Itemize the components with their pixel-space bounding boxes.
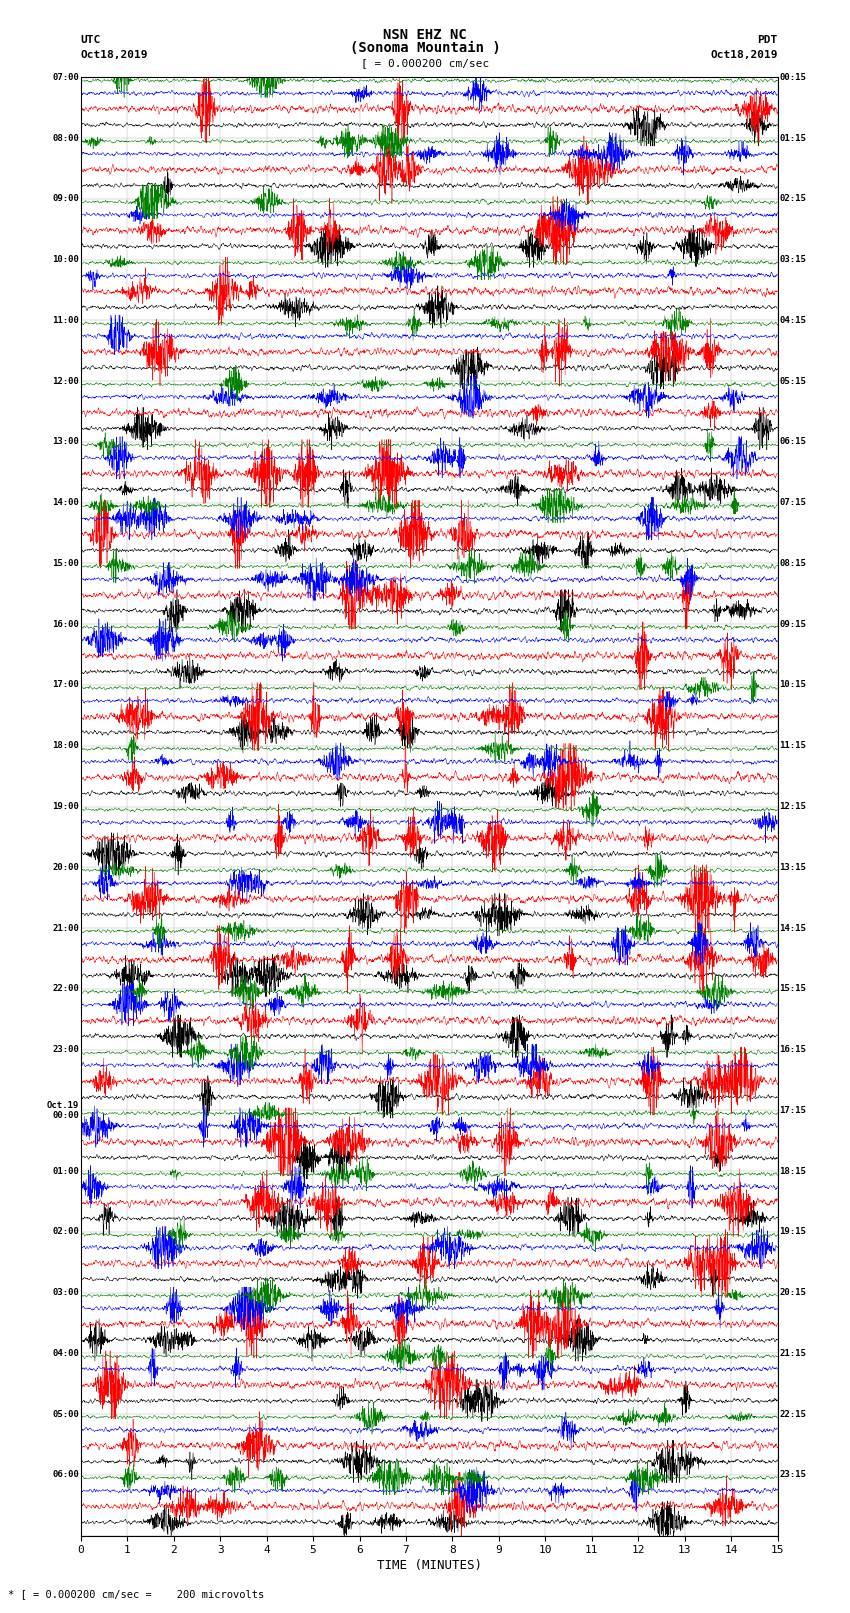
Text: 03:00: 03:00	[52, 1289, 79, 1297]
Text: 10:15: 10:15	[779, 681, 807, 689]
Text: 19:15: 19:15	[779, 1227, 807, 1236]
Text: 06:15: 06:15	[779, 437, 807, 447]
Text: 04:15: 04:15	[779, 316, 807, 324]
Text: 21:15: 21:15	[779, 1348, 807, 1358]
Text: 08:15: 08:15	[779, 560, 807, 568]
Text: 08:00: 08:00	[52, 134, 79, 142]
Text: [ = 0.000200 cm/sec: [ = 0.000200 cm/sec	[361, 58, 489, 68]
Text: 18:00: 18:00	[52, 742, 79, 750]
Text: 01:00: 01:00	[52, 1166, 79, 1176]
Text: 17:15: 17:15	[779, 1107, 807, 1115]
Text: 09:15: 09:15	[779, 619, 807, 629]
Text: 18:15: 18:15	[779, 1166, 807, 1176]
Text: (Sonoma Mountain ): (Sonoma Mountain )	[349, 42, 501, 55]
Text: 15:00: 15:00	[52, 560, 79, 568]
Text: 20:15: 20:15	[779, 1289, 807, 1297]
Text: 19:00: 19:00	[52, 802, 79, 811]
Text: 15:15: 15:15	[779, 984, 807, 994]
Text: 23:15: 23:15	[779, 1471, 807, 1479]
Text: 22:15: 22:15	[779, 1410, 807, 1418]
Text: 05:00: 05:00	[52, 1410, 79, 1418]
Text: 13:00: 13:00	[52, 437, 79, 447]
Text: 11:00: 11:00	[52, 316, 79, 324]
Text: 07:00: 07:00	[52, 73, 79, 82]
Text: 10:00: 10:00	[52, 255, 79, 265]
Text: 07:15: 07:15	[779, 498, 807, 506]
Text: Oct18,2019: Oct18,2019	[711, 50, 778, 60]
Text: UTC: UTC	[81, 35, 101, 45]
Text: NSN EHZ NC: NSN EHZ NC	[383, 27, 467, 42]
Text: 09:00: 09:00	[52, 195, 79, 203]
Text: 05:15: 05:15	[779, 377, 807, 386]
Text: 16:15: 16:15	[779, 1045, 807, 1053]
Text: 04:00: 04:00	[52, 1348, 79, 1358]
Text: PDT: PDT	[757, 35, 778, 45]
Text: 13:15: 13:15	[779, 863, 807, 871]
Text: 03:15: 03:15	[779, 255, 807, 265]
Text: Oct.19
00:00: Oct.19 00:00	[47, 1100, 79, 1119]
Text: 00:15: 00:15	[779, 73, 807, 82]
Text: 23:00: 23:00	[52, 1045, 79, 1053]
Text: Oct18,2019: Oct18,2019	[81, 50, 148, 60]
Text: 12:00: 12:00	[52, 377, 79, 386]
Text: 11:15: 11:15	[779, 742, 807, 750]
Text: 14:15: 14:15	[779, 924, 807, 932]
Text: 12:15: 12:15	[779, 802, 807, 811]
Text: 16:00: 16:00	[52, 619, 79, 629]
Text: 02:15: 02:15	[779, 195, 807, 203]
Text: 17:00: 17:00	[52, 681, 79, 689]
Text: 02:00: 02:00	[52, 1227, 79, 1236]
Text: 20:00: 20:00	[52, 863, 79, 871]
X-axis label: TIME (MINUTES): TIME (MINUTES)	[377, 1560, 482, 1573]
Text: 21:00: 21:00	[52, 924, 79, 932]
Text: * [ = 0.000200 cm/sec =    200 microvolts: * [ = 0.000200 cm/sec = 200 microvolts	[8, 1589, 264, 1598]
Text: 14:00: 14:00	[52, 498, 79, 506]
Text: 22:00: 22:00	[52, 984, 79, 994]
Text: 06:00: 06:00	[52, 1471, 79, 1479]
Text: 01:15: 01:15	[779, 134, 807, 142]
